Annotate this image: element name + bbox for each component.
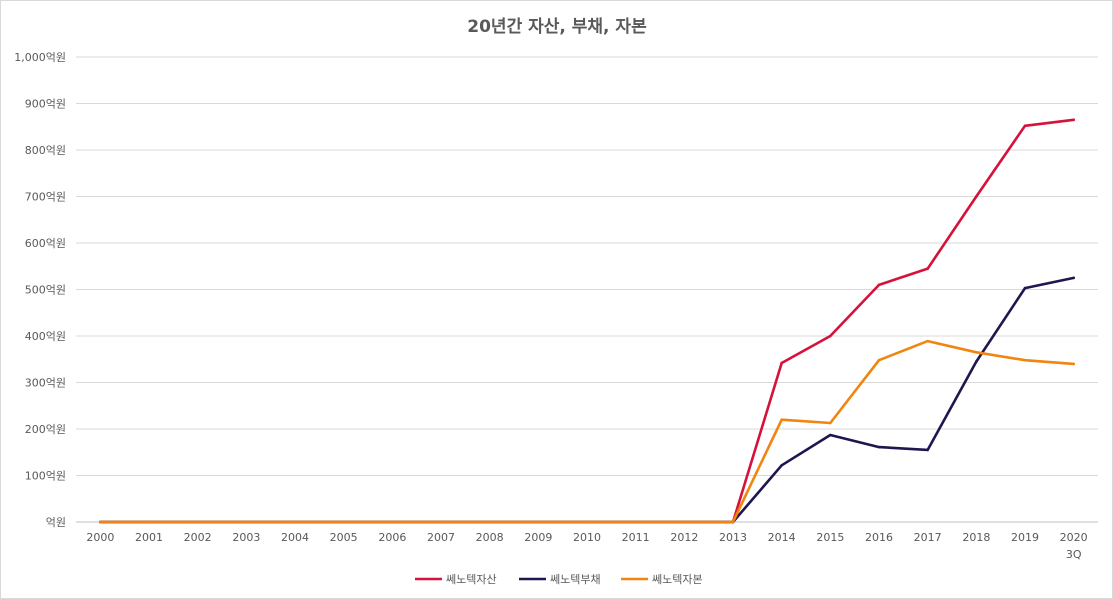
y-tick-label: 400억원: [25, 330, 66, 343]
data-point: [537, 520, 540, 524]
data-point: [926, 339, 929, 343]
x-tick-label: 2002: [184, 531, 212, 544]
x-tick-label: 2014: [768, 531, 796, 544]
data-point: [829, 334, 832, 338]
data-point: [293, 520, 297, 524]
x-tick-label: 2000: [86, 531, 114, 544]
data-point: [1072, 362, 1075, 366]
data-point: [829, 433, 832, 437]
data-point: [488, 520, 491, 524]
data-point: [780, 418, 783, 422]
series-line-3: [99, 339, 1075, 524]
data-point: [877, 358, 881, 362]
y-tick-label: 1,000억원: [14, 51, 66, 64]
x-tick-label: 2015: [816, 531, 844, 544]
data-point: [926, 267, 929, 270]
legend-item: 쎄노텍자산: [415, 573, 497, 586]
data-point: [245, 520, 248, 524]
y-tick-label: 800억원: [25, 144, 66, 157]
x-tick-label: 2004: [281, 531, 309, 544]
y-tick-label: 300억원: [25, 377, 66, 390]
data-point: [391, 520, 394, 524]
data-point: [1072, 118, 1075, 122]
y-tick-label: 억원: [46, 516, 66, 529]
legend-label: 쎄노텍자산: [446, 573, 497, 586]
x-tick-label: 2009: [524, 531, 552, 544]
data-point: [585, 520, 589, 524]
data-point: [780, 463, 783, 467]
data-point: [731, 520, 735, 524]
data-point: [147, 520, 151, 524]
gridlines: [76, 56, 1098, 523]
x-tick-label: 2006: [378, 531, 406, 544]
data-point: [1023, 358, 1027, 362]
legend: 쎄노텍자산 쎄노텍부채 쎄노텍자본: [415, 573, 703, 586]
x-tick-label: 2017: [914, 531, 942, 544]
legend-label: 쎄노텍부채: [550, 573, 601, 586]
data-point: [877, 283, 881, 287]
data-point: [926, 448, 929, 452]
data-point: [975, 350, 978, 354]
x-tick-label: 2007: [427, 531, 455, 544]
y-tick-label: 600억원: [25, 237, 66, 250]
x-tick-label: 2011: [622, 531, 650, 544]
x-tick-label: 2008: [476, 531, 504, 544]
x-tick-label: 2005: [330, 531, 358, 544]
data-point: [829, 421, 832, 425]
x-tick-label: 2013: [719, 531, 747, 544]
data-point: [634, 520, 637, 524]
data-point: [1023, 286, 1027, 290]
chart-title: 20년간 자산, 부채, 자본: [467, 17, 647, 37]
y-tick-label: 100억원: [25, 470, 66, 483]
data-point: [683, 520, 686, 524]
series-lines: [99, 118, 1075, 524]
x-tick-sublabel: 3Q: [1066, 548, 1082, 561]
y-tick-label: 700억원: [25, 191, 66, 204]
series-line-2: [99, 276, 1075, 524]
data-point: [1023, 124, 1027, 128]
x-tick-label: 2018: [962, 531, 990, 544]
data-point: [99, 520, 102, 524]
series-line-1: [99, 118, 1075, 524]
x-tick-label: 2019: [1011, 531, 1039, 544]
y-tick-label: 900억원: [25, 98, 66, 111]
legend-item: 쎄노텍부채: [519, 573, 601, 586]
legend-item: 쎄노텍자본: [621, 573, 703, 586]
data-point: [975, 195, 978, 198]
x-tick-label: 2020: [1060, 531, 1088, 544]
data-point: [342, 520, 345, 524]
x-tick-label: 2012: [670, 531, 698, 544]
y-tick-label: 200억원: [25, 423, 66, 436]
data-point: [1072, 276, 1075, 280]
data-point: [196, 520, 199, 524]
legend-label: 쎄노텍자본: [652, 573, 703, 586]
data-point: [780, 361, 783, 365]
data-point: [975, 360, 978, 363]
y-tick-label: 500억원: [25, 284, 66, 297]
x-tick-label: 2001: [135, 531, 163, 544]
x-tick-label: 2003: [232, 531, 260, 544]
x-axis-ticks: 2000 2001 2002 2003 2004 2005 2006 2007 2008 2009…: [86, 531, 1087, 561]
data-point: [439, 520, 443, 524]
y-axis-ticks: 억원 100억원 200억원 300억원 400억원 500억원 600억원 700억원 800…: [14, 51, 66, 529]
x-tick-label: 2016: [865, 531, 893, 544]
data-point: [877, 445, 881, 449]
x-tick-label: 2010: [573, 531, 601, 544]
